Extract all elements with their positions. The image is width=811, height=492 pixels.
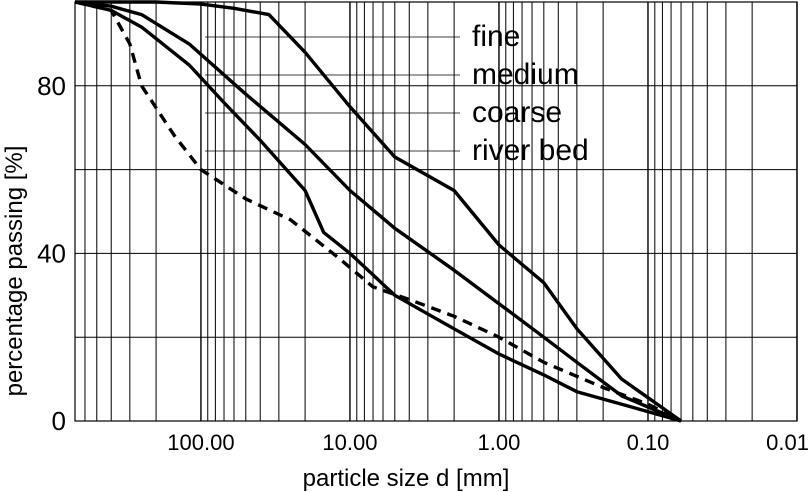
series-line-fine xyxy=(75,0,682,423)
x-axis-label: particle size d [mm] xyxy=(303,465,510,492)
legend-label: river bed xyxy=(472,134,589,167)
x-tick-label: 100.00 xyxy=(167,430,234,455)
x-tick-label: 0.01 xyxy=(766,430,809,455)
tick-labels: 100.00 10.00 1.00 0.10 0.01 0 40 80 xyxy=(37,71,809,455)
y-axis-label: percentage passing [%] xyxy=(1,146,28,397)
legend-label: fine xyxy=(472,20,520,53)
series-line-medium xyxy=(74,0,682,423)
x-tick-label: 0.10 xyxy=(627,430,670,455)
legend: fine medium coarse river bed xyxy=(205,20,589,167)
series-line-coarse xyxy=(74,0,682,423)
series-line-river-bed xyxy=(74,0,682,423)
x-tick-label: 1.00 xyxy=(478,430,521,455)
plot-frame xyxy=(74,1,798,422)
y-tick-label: 40 xyxy=(37,238,66,268)
legend-label: coarse xyxy=(472,96,562,129)
y-tick-label: 0 xyxy=(52,406,66,436)
x-tick-label: 10.00 xyxy=(322,430,377,455)
grid xyxy=(74,1,798,422)
series-lines xyxy=(74,0,682,423)
y-tick-label: 80 xyxy=(37,71,66,101)
legend-label: medium xyxy=(472,58,579,91)
